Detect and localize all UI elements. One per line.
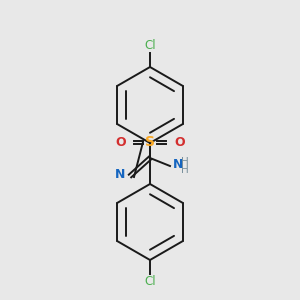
Text: H: H xyxy=(181,157,189,167)
Text: Cl: Cl xyxy=(144,39,156,52)
Text: O: O xyxy=(174,136,184,148)
Text: H: H xyxy=(181,165,189,175)
Text: N: N xyxy=(173,158,183,172)
Text: S: S xyxy=(145,135,155,149)
Text: N: N xyxy=(115,167,125,181)
Text: O: O xyxy=(116,136,126,148)
Text: Cl: Cl xyxy=(144,275,156,288)
